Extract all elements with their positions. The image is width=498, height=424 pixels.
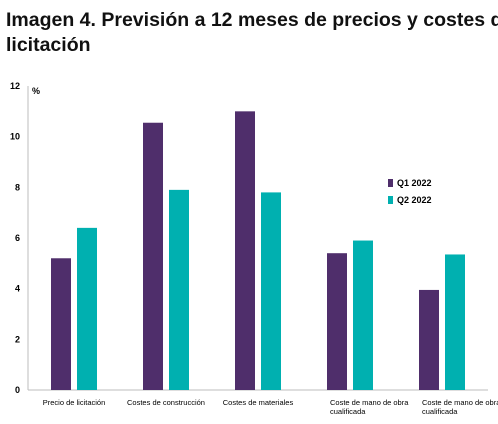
bar-q1 [419,289,439,390]
y-tick-label: 6 [15,233,20,243]
bar-q2 [169,189,189,390]
x-category-label: Coste de mano de obra no [422,398,498,407]
y-tick-label: 10 [10,132,20,142]
x-category-label: Costes de construcción [127,398,205,407]
y-tick-label: 8 [15,182,20,192]
bar-q1 [143,122,163,390]
x-category-label: cualificada [422,407,458,416]
y-axis-unit-label: % [32,86,40,96]
legend-entry-label: Q1 2022 [397,178,432,188]
bar-q2 [445,254,465,390]
legend-swatch [388,196,393,204]
y-tick-label: 12 [10,81,20,91]
bar-q1 [51,258,71,390]
chart-title-line-1: Imagen 4. Previsión a 12 meses de precio… [6,9,498,31]
x-category-label: cualificada [330,407,366,416]
bar-q2 [353,240,373,390]
x-category-label: Precio de licitación [43,398,106,407]
bar-q1 [235,111,255,390]
x-category-label: Costes de materiales [223,398,294,407]
legend-entry-label: Q2 2022 [397,195,432,205]
chart-title: Imagen 4. Previsión a 12 meses de precio… [6,8,498,58]
bar-q2 [77,227,97,390]
legend-swatch [388,179,393,187]
y-tick-label: 2 [15,334,20,344]
chart-title-line-2: licitación [6,34,91,56]
bar-q2 [261,192,281,390]
x-category-label: Coste de mano de obra [330,398,409,407]
bar-q1 [327,253,347,390]
y-tick-label: 4 [15,284,20,294]
y-tick-label: 0 [15,385,20,395]
